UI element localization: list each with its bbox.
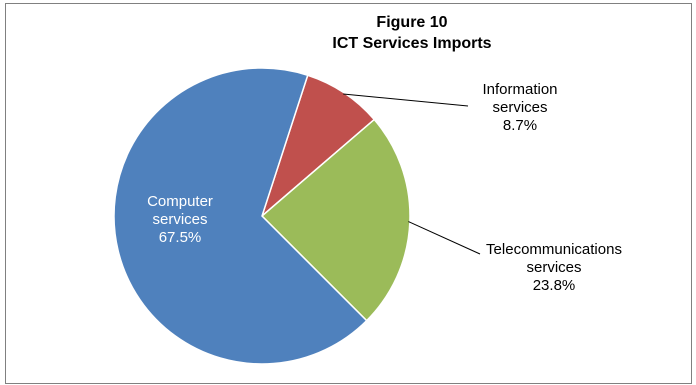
data-label-value-telecommunications-services: 23.8% — [533, 277, 576, 294]
data-label-category-computer-services: Computer — [147, 193, 213, 210]
leader-lines — [343, 93, 481, 255]
data-label-category-telecommunications-services: Telecommunications — [486, 241, 622, 258]
leader-line-telecommunications-services — [408, 221, 481, 255]
chart-subtitle: ICT Services Imports — [332, 35, 491, 52]
data-label-category-information-services: services — [492, 99, 547, 116]
chart-title: Figure 10 — [376, 14, 447, 31]
pie-slice-telecommunications-services — [260, 118, 411, 322]
leader-line-information-services — [343, 93, 469, 107]
data-label-category-computer-services: services — [152, 211, 207, 228]
data-label-category-information-services: Information — [482, 81, 557, 98]
chart-frame — [5, 3, 692, 384]
pie-slices — [113, 67, 411, 365]
data-labels: Informationservices8.7%Telecommunication… — [147, 81, 622, 294]
data-label-value-computer-services: 67.5% — [159, 229, 202, 246]
pie-slice-computer-services — [113, 67, 368, 365]
data-label-value-information-services: 8.7% — [503, 117, 537, 134]
data-label-category-telecommunications-services: services — [526, 259, 581, 276]
